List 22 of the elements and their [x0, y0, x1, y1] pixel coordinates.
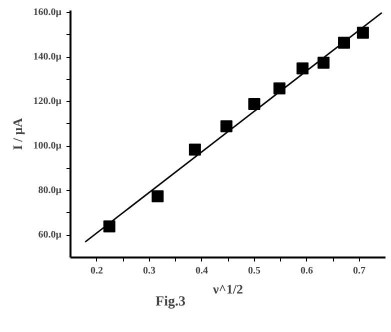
- x-tick-label: 0.5: [248, 266, 260, 276]
- x-tick-label: 0.3: [143, 266, 156, 276]
- point: [296, 62, 309, 74]
- x-tick-label: 0.6: [300, 266, 313, 276]
- y-tick-label: 140.0µ: [33, 52, 62, 63]
- y-tick-label: 80.0µ: [38, 185, 62, 196]
- x-tick-label: 0.2: [90, 266, 103, 276]
- point: [248, 98, 260, 110]
- point: [356, 26, 369, 39]
- x-tick-label: 0.7: [353, 266, 366, 276]
- y-tick-label: 120.0µ: [33, 96, 62, 108]
- y-tick-label: 60.0µ: [38, 230, 62, 241]
- point: [188, 144, 201, 156]
- point: [152, 190, 164, 202]
- y-axis-title: I / µA: [10, 117, 26, 150]
- x-tick-label: 0.4: [196, 266, 208, 276]
- y-tick-label: 100.0µ: [33, 140, 62, 152]
- y-tick-label: 160.0µ: [33, 7, 62, 18]
- caption: Fig.3: [156, 294, 186, 310]
- point: [220, 120, 232, 132]
- point: [318, 56, 330, 69]
- x-axis-title: ν^1/2: [212, 282, 243, 296]
